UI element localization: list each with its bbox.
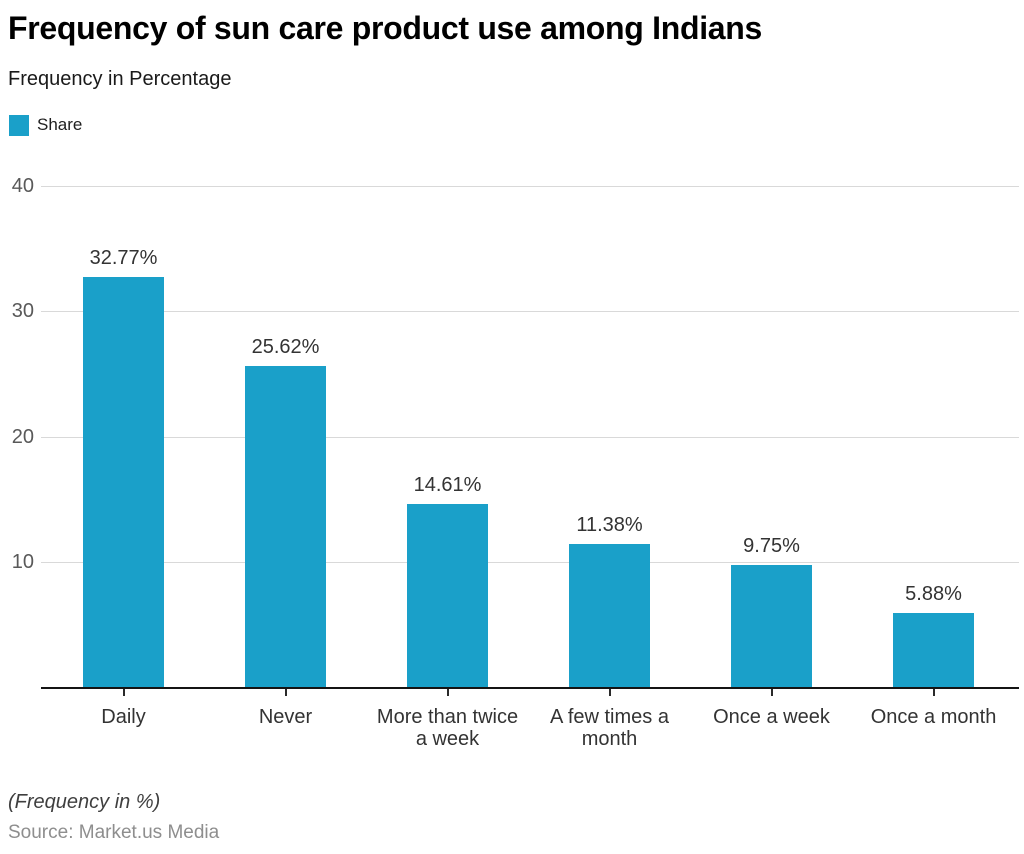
bar-more-than-twice-a-week[interactable] [407,504,488,687]
x-axis-category-label: A few times a month [550,706,669,750]
y-axis-tick-label: 10 [11,550,34,573]
bar-value-label: 5.88% [905,583,962,606]
x-axis-tick [608,689,611,696]
x-axis-category-label: Once a week [713,706,830,728]
x-axis-tick [122,689,125,696]
bar-once-a-week[interactable] [731,564,812,687]
bar-value-label: 25.62% [251,336,320,359]
bar-value-label: 32.77% [89,246,158,269]
bar-daily[interactable] [83,276,164,687]
bar-value-label: 11.38% [576,514,643,537]
gridline [41,311,1019,313]
x-axis-tick [284,689,287,696]
bar-value-label: 9.75% [743,534,800,557]
bar-never[interactable] [245,366,326,687]
x-axis-category-label: Daily [101,706,146,728]
x-axis-tick [932,689,935,696]
source-credit: Source: Market.us Media [8,822,220,843]
y-axis-tick-label: 20 [11,425,34,448]
x-axis-category-label: Once a month [870,706,997,728]
x-axis-tick [446,689,449,696]
gridline [41,561,1019,563]
bar-value-label: 14.61% [413,474,482,497]
x-axis-category-label: More than twice a week [376,706,519,750]
gridline [41,436,1019,438]
bar-once-a-month[interactable] [893,613,974,687]
axis-unit-note: (Frequency in %) [8,791,161,813]
plot-area: 32.77% 25.62% 14.61% 11.38% 9.75% 5.88% [41,186,1019,696]
legend-item-share[interactable]: Share [9,113,82,137]
legend-swatch-icon [9,114,29,136]
gridline [41,186,1019,187]
y-axis-tick-label: 30 [11,300,34,323]
legend-label: Share [37,115,83,134]
chart-title: Frequency of sun care product use among … [8,10,763,46]
y-axis-tick-label: 40 [11,175,34,197]
chart-subtitle: Frequency in Percentage [8,68,232,90]
x-axis-tick [770,689,773,696]
bar-a-few-times-a-month[interactable] [569,544,650,687]
x-axis-category-label: Never [258,706,313,728]
